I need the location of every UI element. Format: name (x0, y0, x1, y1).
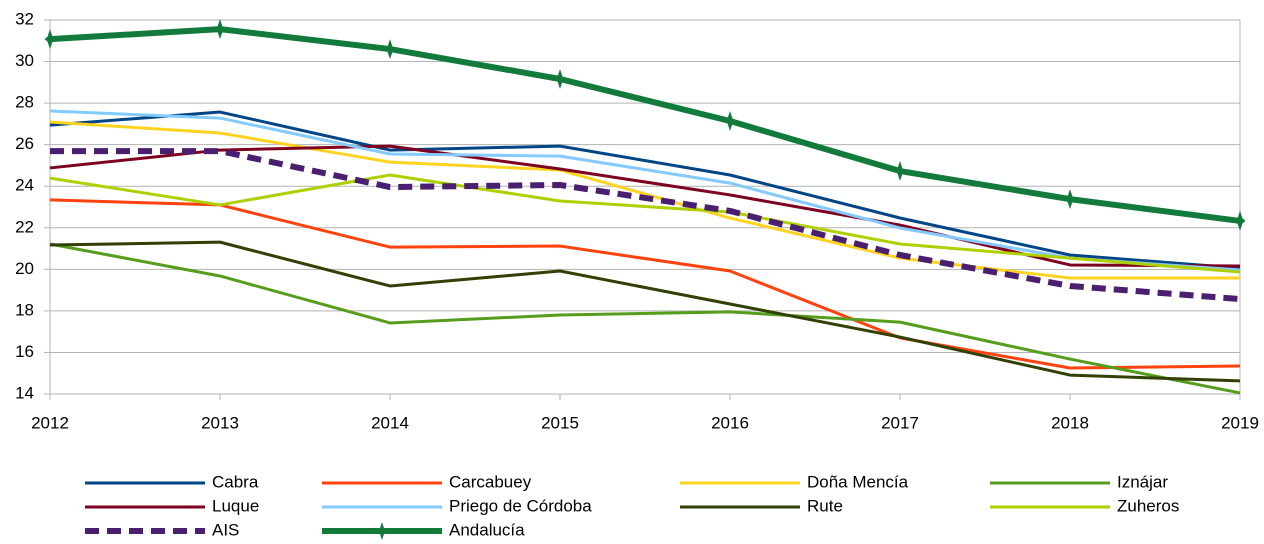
point-marker (214, 19, 226, 40)
series-line (49, 144, 1241, 268)
series-line (49, 240, 1241, 383)
y-tick-label: 20 (15, 259, 34, 278)
y-tick-label: 16 (15, 342, 34, 361)
legend-label: Rute (807, 496, 843, 515)
y-tick-label: 22 (15, 217, 34, 236)
x-tick-label: 2014 (371, 413, 409, 432)
y-tick-label: 24 (15, 176, 34, 195)
point-marker (1234, 210, 1246, 231)
y-tick-label: 18 (15, 300, 34, 319)
legend-label: Iznájar (1117, 472, 1168, 491)
point-marker (384, 39, 396, 60)
x-tick-label: 2013 (201, 413, 239, 432)
y-tick-label: 30 (15, 51, 34, 70)
legend-label: Carcabuey (449, 472, 532, 491)
series-line (49, 110, 1241, 270)
legend-label: Doña Mencía (807, 472, 909, 491)
series-line (49, 173, 1241, 274)
legend-marker (377, 522, 387, 540)
point-marker (724, 110, 736, 131)
x-tick-label: 2019 (1221, 413, 1259, 432)
point-marker (1064, 189, 1076, 210)
series-line (49, 120, 1240, 280)
y-tick-label: 14 (15, 383, 34, 402)
x-tick-label: 2016 (711, 413, 749, 432)
y-tick-label: 32 (15, 9, 34, 28)
y-tick-label: 26 (15, 134, 34, 153)
y-tick-label: 28 (15, 93, 34, 112)
series-line (49, 242, 1241, 395)
series-line (49, 198, 1241, 370)
x-tick-label: 2015 (541, 413, 579, 432)
legend-label: AIS (212, 520, 239, 539)
legend-label: Zuheros (1117, 496, 1179, 515)
x-tick-label: 2017 (881, 413, 919, 432)
legend-label: Priego de Córdoba (449, 496, 592, 515)
point-marker (44, 29, 56, 50)
series-line (50, 148, 1241, 303)
legend-label: Andalucía (449, 520, 525, 539)
legend-label: Cabra (212, 472, 259, 491)
point-marker (894, 161, 906, 182)
point-marker (554, 69, 566, 90)
legend-label: Luque (212, 496, 259, 515)
series-line (49, 26, 1241, 224)
series-line (49, 109, 1241, 272)
x-tick-label: 2018 (1051, 413, 1089, 432)
x-tick-label: 2012 (31, 413, 69, 432)
